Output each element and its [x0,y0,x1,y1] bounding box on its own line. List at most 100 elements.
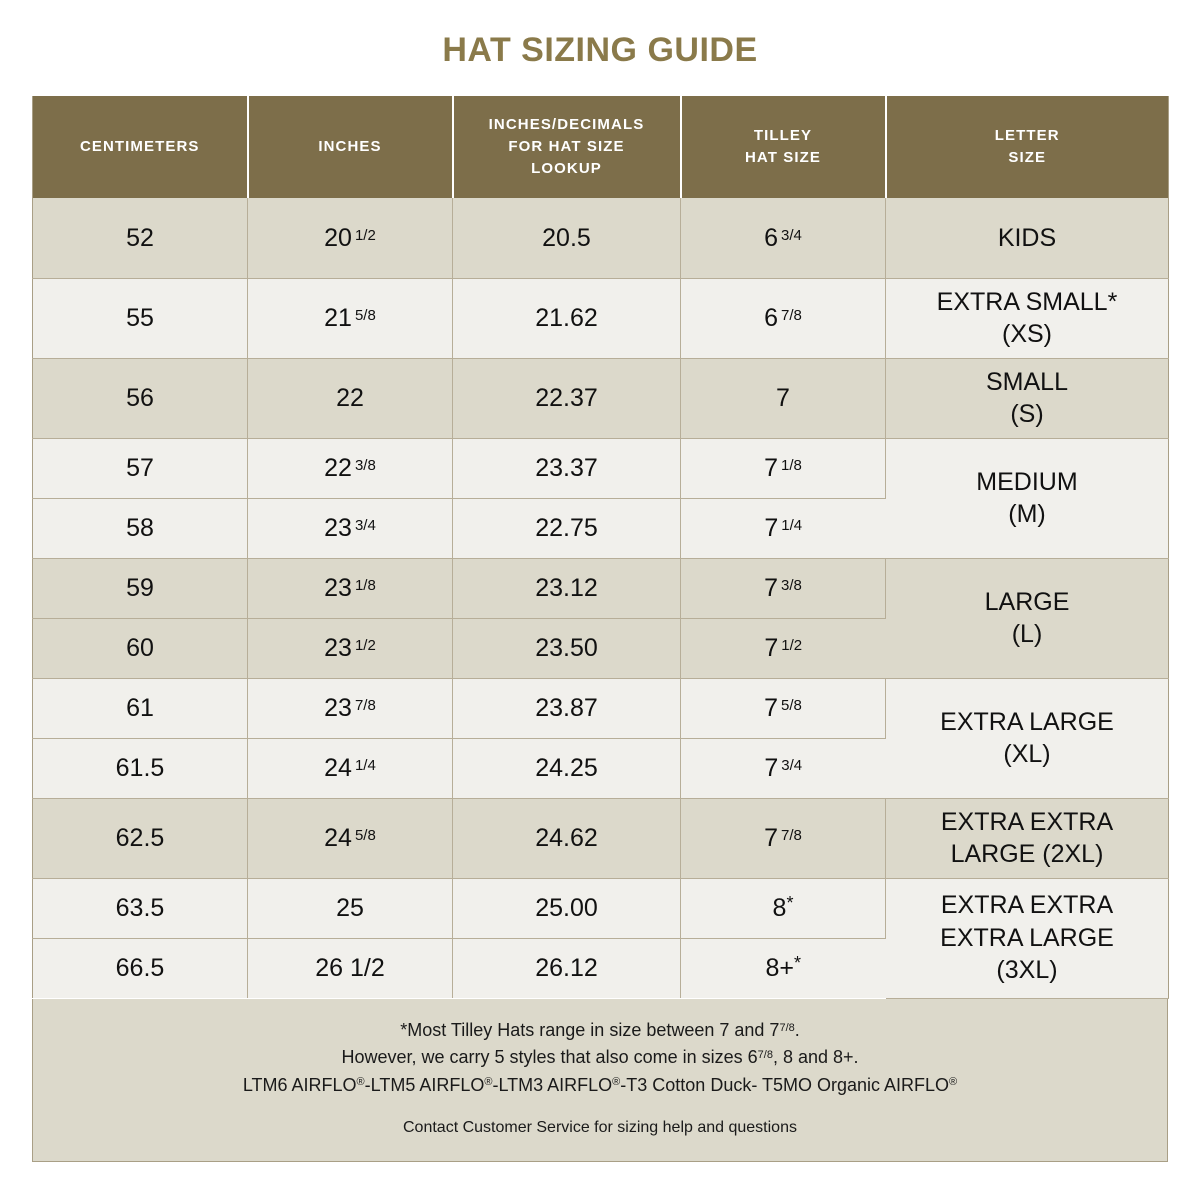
table-row: 62.5 24 5/8 24.62 7 7/8 EXTRA EXTRA LARGE (2XL) [32,798,1169,879]
footnote-contact: Contact Customer Service for sizing help… [403,1119,797,1137]
cell-inches: 25 [247,878,453,939]
letter-size-line: MEDIUM [976,467,1078,496]
footnote-text: However, we carry 5 styles that also com… [341,1047,758,1068]
inches-fraction: 5/8 [354,307,376,324]
cell-tilley-hat-size: 7 1/8 [680,438,886,499]
tilley-whole: 6 [764,304,779,332]
tilley-whole: 7 [764,824,779,852]
cell-centimeters: 56 [32,358,248,439]
cell-tilley-hat-size: 6 7/8 [680,278,886,359]
inches-fraction: 3/4 [354,517,376,534]
letter-size-line: (L) [1011,620,1043,648]
inches-whole: 22 [324,454,352,482]
registered-trademark-icon: ® [356,1076,365,1089]
table-row: 55 21 5/8 21.62 6 7/8 EXTRA SMALL* (XS) [32,278,1169,359]
inches-fraction: 1/2 [354,637,376,654]
inches-whole: 23 [324,574,352,602]
registered-trademark-icon: ® [949,1076,958,1089]
inches-fraction: 7/8 [354,697,376,714]
table-row: 59 23 1/8 23.12 7 3/8 LARGE (L) [32,558,1169,679]
footnote-text: -LTM5 AIRFLO [364,1075,485,1096]
cell-letter-size: MEDIUM (M) [885,438,1169,559]
cell-letter-size: SMALL (S) [885,358,1169,439]
footnote-text: , 8 and 8+. [772,1047,859,1068]
page-title: HAT SIZING GUIDE [442,31,758,69]
cell-inches-decimal: 23.12 [452,558,681,619]
footnote-asterisk: * [786,893,794,913]
cell-tilley-hat-size: 7 5/8 [680,678,886,739]
letter-size-line: EXTRA LARGE [940,707,1114,736]
cell-inches: 23 1/2 [247,618,453,679]
tilley-whole: 7 [764,574,779,602]
letter-size-line: (XL) [1003,740,1051,768]
cell-tilley-hat-size: 8* [680,878,886,939]
footnote-line-1: *Most Tilley Hats range in size between … [53,1017,1147,1045]
column-header-tilley-hat-size: TILLEY HAT SIZE [680,96,887,198]
header-row: CENTIMETERS INCHES INCHES/DECIMALS FOR H… [32,96,1169,198]
tilley-whole: 7 [764,454,779,482]
table-header: CENTIMETERS INCHES INCHES/DECIMALS FOR H… [32,96,1169,198]
header-line: SIZE [1008,149,1047,166]
cell-tilley-hat-size: 7 7/8 [680,798,886,879]
cell-tilley-hat-size: 8+* [680,938,886,998]
tilley-whole: 8 [772,894,787,922]
cell-inches-decimal: 20.5 [452,198,681,279]
cell-inches-decimal: 21.62 [452,278,681,359]
inches-fraction: 3/8 [354,457,376,474]
header-line: LOOKUP [531,159,602,177]
letter-size-line: EXTRA SMALL* [936,287,1118,316]
cell-inches: 20 1/2 [247,198,453,279]
tilley-fraction: 1/2 [781,637,803,654]
header-line: INCHES/DECIMALS [488,116,645,134]
cell-inches-decimal: 22.75 [452,498,681,559]
tilley-whole: 7 [764,514,779,542]
cell-centimeters: 62.5 [32,798,248,879]
tilley-fraction: 3/8 [781,577,802,594]
cell-centimeters: 59 [32,558,248,619]
tilley-whole: 7 [764,634,779,662]
cell-inches: 23 1/8 [247,558,453,619]
header-line: TILLEY [753,127,813,145]
table-row: 52 20 1/2 20.5 6 3/4 KIDS [32,198,1169,279]
tilley-whole: 7 [764,754,779,782]
table-row: 56 22 22.37 7 SMALL (S) [32,358,1169,439]
tilley-fraction: 7/8 [781,307,802,324]
cell-letter-size: EXTRA EXTRA EXTRA LARGE (3XL) [885,878,1169,999]
header-line: CENTIMETERS [79,138,200,156]
cell-inches-decimal: 23.37 [452,438,681,499]
cell-tilley-hat-size: 7 1/2 [680,618,886,679]
cell-centimeters: 60 [32,618,248,679]
cell-inches-decimal: 24.62 [452,798,681,879]
table-row: 57 22 3/8 23.37 7 1/8 MEDIUM (M) [32,438,1169,559]
cell-centimeters: 61 [32,678,248,739]
tilley-fraction: 5/8 [781,697,802,714]
cell-centimeters: 57 [32,438,248,499]
tilley-fraction: 7/8 [781,827,802,844]
letter-size-line: EXTRA EXTRA [940,891,1114,920]
footnote-line-2: However, we carry 5 styles that also com… [53,1044,1147,1072]
footnote-line-3: LTM6 AIRFLO®-LTM5 AIRFLO®-LTM3 AIRFLO®-T… [53,1072,1147,1100]
footnote-text: -LTM3 AIRFLO [492,1075,613,1096]
cell-tilley-hat-size: 6 3/4 [680,198,886,279]
letter-size-line: KIDS [997,223,1057,252]
tilley-whole: 6 [764,223,779,252]
footnote-superscript: 7/8 [757,1049,773,1062]
tilley-whole: 7 [776,384,790,412]
letter-size-line: EXTRA EXTRA [940,807,1114,836]
tilley-fraction: 1/8 [781,457,802,474]
column-header-letter-size: LETTER SIZE [885,96,1169,198]
cell-letter-size: KIDS [885,198,1169,279]
table-row: 61.5 24 1/4 24.25 7 3/4 [32,738,1169,799]
column-header-inches-decimals: INCHES/DECIMALS FOR HAT SIZE LOOKUP [452,96,682,198]
inches-fraction: 1/4 [354,757,376,774]
tilley-whole: 7 [764,694,779,722]
footnote-asterisk: * [794,953,802,974]
header-line: INCHES [318,138,382,156]
letter-size-line: SMALL [986,367,1068,396]
letter-size-line: (3XL) [996,956,1058,985]
inches-fraction: 5/8 [354,827,376,844]
cell-inches: 24 5/8 [247,798,453,879]
table-body: 52 20 1/2 20.5 6 3/4 KIDS 55 21 5/8 21.62 6 7/8 EXTRA… [32,198,1169,999]
inches-fraction: 1/2 [354,226,376,244]
